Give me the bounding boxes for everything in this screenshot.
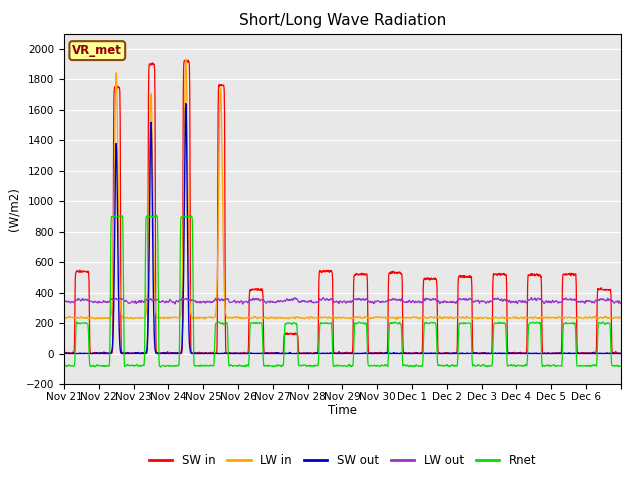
LW out bbox=[147, 297, 155, 302]
LW in bbox=[393, 317, 401, 323]
Rnet bbox=[610, 362, 618, 368]
Line: LW out: LW out bbox=[64, 298, 620, 304]
SW out bbox=[474, 350, 481, 356]
Y-axis label: (W/m2): (W/m2) bbox=[7, 187, 20, 231]
LW in bbox=[147, 91, 155, 96]
LW in bbox=[60, 314, 68, 320]
SW in bbox=[318, 268, 326, 274]
LW out bbox=[474, 298, 481, 304]
Title: Short/Long Wave Radiation: Short/Long Wave Radiation bbox=[239, 13, 446, 28]
SW out bbox=[556, 350, 563, 356]
Line: Rnet: Rnet bbox=[64, 216, 620, 367]
Rnet bbox=[60, 363, 68, 369]
SW in bbox=[182, 57, 189, 62]
Rnet bbox=[152, 213, 160, 218]
LW in bbox=[556, 314, 563, 320]
SW in bbox=[616, 351, 624, 357]
LW in bbox=[610, 315, 618, 321]
LW out bbox=[556, 300, 563, 305]
Line: LW in: LW in bbox=[64, 60, 620, 320]
LW in bbox=[328, 315, 336, 321]
LW out bbox=[60, 298, 68, 303]
LW in bbox=[616, 315, 624, 321]
Rnet bbox=[328, 336, 336, 342]
SW in bbox=[62, 351, 70, 357]
LW out bbox=[527, 295, 535, 300]
LW in bbox=[474, 314, 482, 320]
SW out bbox=[182, 101, 189, 107]
LW out bbox=[616, 301, 624, 307]
Rnet bbox=[157, 364, 164, 370]
LW out bbox=[328, 296, 336, 301]
SW out bbox=[616, 351, 624, 357]
Rnet bbox=[556, 363, 563, 369]
SW out bbox=[610, 351, 618, 357]
LW out bbox=[239, 301, 246, 307]
LW out bbox=[317, 297, 325, 303]
SW in bbox=[610, 349, 618, 355]
X-axis label: Time: Time bbox=[328, 405, 357, 418]
SW in bbox=[556, 350, 563, 356]
SW in bbox=[60, 349, 68, 355]
Line: SW in: SW in bbox=[64, 60, 620, 354]
LW in bbox=[182, 57, 189, 62]
SW out bbox=[60, 351, 68, 357]
Rnet bbox=[147, 214, 155, 219]
Line: SW out: SW out bbox=[64, 104, 620, 354]
Rnet bbox=[474, 362, 482, 368]
Text: VR_met: VR_met bbox=[72, 44, 122, 57]
SW in bbox=[328, 270, 336, 276]
Rnet bbox=[616, 363, 624, 369]
SW in bbox=[148, 61, 156, 67]
Rnet bbox=[318, 321, 326, 326]
LW out bbox=[610, 300, 618, 305]
Legend: SW in, LW in, SW out, LW out, Rnet: SW in, LW in, SW out, LW out, Rnet bbox=[144, 449, 541, 472]
SW in bbox=[474, 350, 482, 356]
LW in bbox=[317, 314, 325, 320]
SW out bbox=[328, 350, 336, 356]
SW out bbox=[147, 120, 155, 125]
SW out bbox=[317, 350, 325, 356]
